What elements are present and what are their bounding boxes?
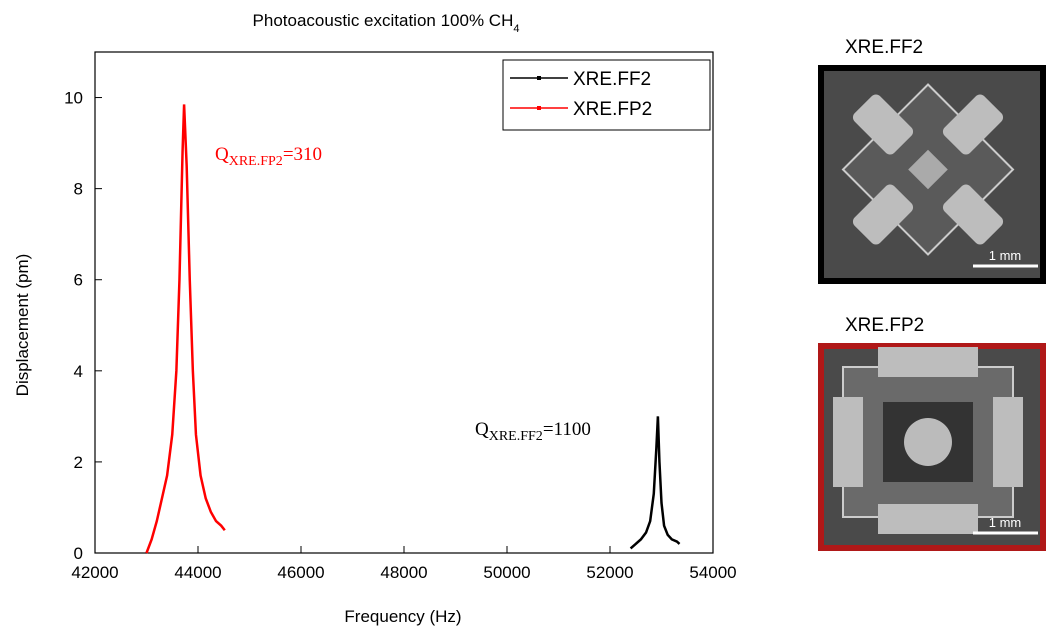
sem-plate xyxy=(833,397,863,487)
x-tick-label: 48000 xyxy=(380,563,427,582)
sem-plate xyxy=(852,94,914,155)
annotation-text: Q xyxy=(215,144,229,165)
annotation-suffix: =1100 xyxy=(543,419,591,440)
sem-center xyxy=(908,149,948,190)
legend-label: XRE.FP2 xyxy=(573,99,652,120)
image-label: XRE.FF2 xyxy=(845,37,923,58)
annotation-subscript: XRE.FF2 xyxy=(489,429,543,444)
y-tick-label: 10 xyxy=(64,89,83,108)
scale-bar-label: 1 mm xyxy=(989,248,1022,263)
y-tick-label: 4 xyxy=(74,362,83,381)
sem-plate xyxy=(942,94,1004,155)
image-label: XRE.FP2 xyxy=(845,315,924,336)
legend-marker xyxy=(537,106,541,110)
y-tick-label: 0 xyxy=(74,544,83,563)
annotation-suffix: =310 xyxy=(283,144,322,165)
legend-marker xyxy=(537,76,541,80)
series-line xyxy=(629,416,681,550)
annotation-text: Q xyxy=(475,419,489,440)
x-axis-label: Frequency (Hz) xyxy=(344,607,461,626)
sem-center xyxy=(904,418,952,466)
sem-plate xyxy=(993,397,1023,487)
legend-box xyxy=(502,59,711,131)
x-tick-label: 50000 xyxy=(483,563,530,582)
y-tick-label: 2 xyxy=(74,453,83,472)
x-tick-label: 46000 xyxy=(277,563,324,582)
title-text: Photoacoustic excitation 100% CH xyxy=(253,11,514,30)
legend-label: XRE.FF2 xyxy=(573,69,651,90)
sem-plate xyxy=(878,504,978,534)
chart-title: Photoacoustic excitation 100% CH4 xyxy=(253,11,520,35)
scale-bar-label: 1 mm xyxy=(989,515,1022,530)
x-tick-label: 44000 xyxy=(174,563,221,582)
y-axis-label: Displacement (pm) xyxy=(13,254,32,397)
x-tick-label: 52000 xyxy=(586,563,633,582)
annotation: QXRE.FP2=310 xyxy=(215,144,322,169)
y-tick-label: 6 xyxy=(74,271,83,290)
sem-plate xyxy=(878,347,978,377)
y-tick-label: 8 xyxy=(74,180,83,199)
x-tick-label: 42000 xyxy=(71,563,118,582)
annotation-subscript: XRE.FP2 xyxy=(229,154,283,169)
x-tick-label: 54000 xyxy=(689,563,736,582)
annotation: QXRE.FF2=1100 xyxy=(475,419,591,444)
sem-plate xyxy=(852,184,914,245)
sem-plate xyxy=(942,184,1004,245)
series-line xyxy=(145,104,226,554)
title-subscript: 4 xyxy=(513,23,519,35)
